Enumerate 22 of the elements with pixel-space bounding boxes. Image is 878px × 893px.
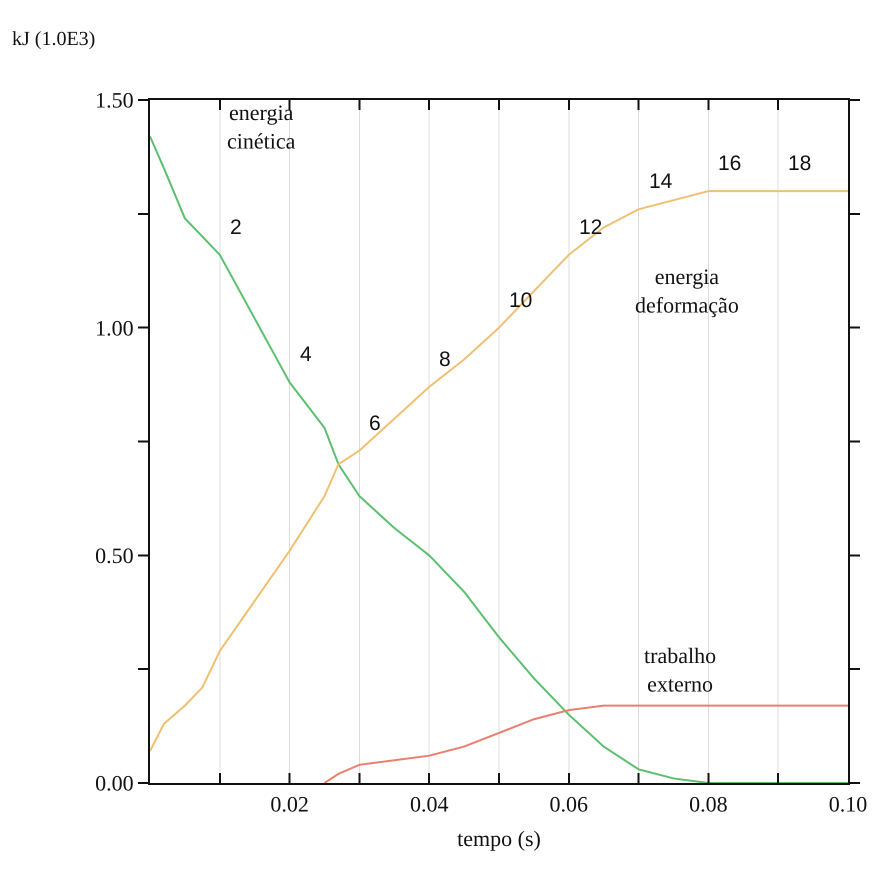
y-tick-label: 0.50 (95, 543, 134, 568)
annotation: 6 (369, 412, 381, 435)
x-tick-label: 0.06 (550, 791, 588, 816)
x-tick-label: 0.10 (828, 791, 868, 816)
annotation: 2 (230, 216, 242, 239)
y-tick-label: 0.00 (95, 770, 134, 796)
y-tick-label: 1.00 (95, 315, 134, 340)
series-label: trabalho externo (644, 643, 716, 697)
annotation: 4 (300, 343, 312, 366)
text: energia cinética (227, 100, 296, 154)
text: energia deformação (635, 264, 739, 318)
annotation: 8 (439, 348, 451, 371)
y-axis-title: kJ (1.0E3) (12, 28, 96, 50)
annotation: 18 (788, 152, 812, 175)
x-tick-label: 0.02 (270, 791, 309, 816)
y-tick-label: 1.50 (95, 88, 134, 113)
x-tick-label: 0.08 (689, 791, 728, 816)
annotation: 16 (718, 152, 742, 175)
annotation: 12 (579, 216, 602, 239)
annotation: 14 (649, 170, 673, 193)
x-tick-label: 0.04 (410, 791, 448, 816)
x-axis-title: tempo (s) (457, 826, 541, 851)
